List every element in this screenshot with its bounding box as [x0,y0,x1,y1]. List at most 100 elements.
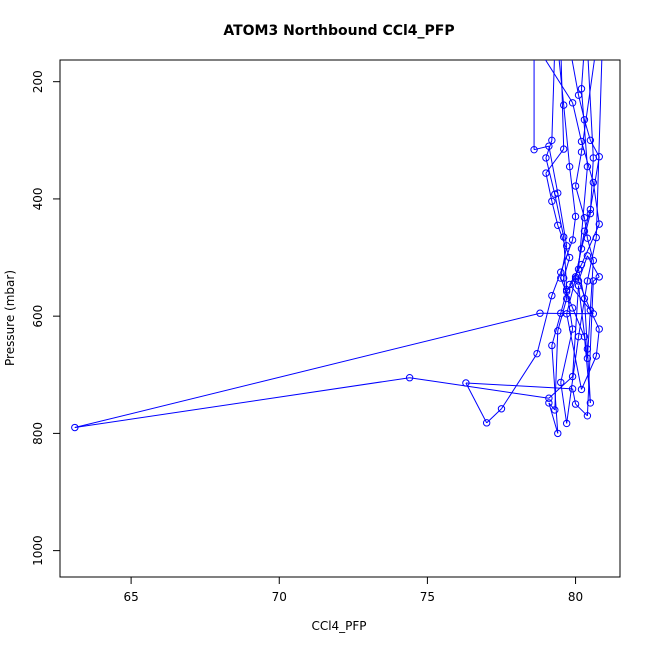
series-line-segment [575,403,588,417]
series-line-segment [566,313,582,390]
data-point [580,116,589,124]
data-point [580,213,589,222]
data-point [592,233,600,242]
data-point [595,220,603,228]
data-point [589,256,598,265]
data-point [568,304,577,312]
data-point [586,209,595,218]
data-point [592,352,600,360]
data-point [557,378,565,387]
data-point [551,406,559,414]
data-point [571,182,580,190]
series-line-segment [595,328,600,357]
data-point [586,205,595,214]
series-line-segment [566,278,577,314]
series-line-segment [560,245,568,279]
data-point [583,252,592,260]
series-group [71,60,603,438]
data-point [586,399,595,407]
y-tick-label: 800 [31,422,45,445]
series-line-segment [551,201,559,226]
data-point [548,197,556,205]
data-point [574,91,583,99]
data-point [554,429,562,438]
data-point [565,162,574,171]
y-tick-label: 200 [31,70,45,93]
data-point [577,85,586,93]
series-line-segment [583,209,591,232]
data-point [583,345,592,353]
data-point [557,274,565,282]
plot-frame [59,59,621,578]
series-line-segment [580,213,591,249]
data-point [568,385,577,393]
data-point [462,379,470,387]
series-line-segment [583,298,588,350]
data-point [551,190,559,198]
data-point [560,101,568,109]
series-line-segment [544,60,574,104]
series-line-segment [586,348,591,403]
data-point [548,291,556,300]
data-point [571,212,580,221]
series-line-segment [551,60,555,141]
data-point [568,372,577,381]
series-line-segment [560,382,568,424]
data-point [548,136,556,145]
series-line-segment [74,312,541,429]
data-point [554,327,562,335]
data-point [545,394,553,402]
x-tick-label: 65 [123,590,138,604]
data-point [583,277,592,285]
series-line-segment [569,166,577,217]
data-point [560,145,568,153]
data-point [586,136,595,145]
data-point [574,277,583,285]
data-point [565,253,574,262]
y-axis-label: Pressure (mbar) [3,270,17,366]
data-point [583,412,592,420]
x-tick-label: 70 [272,590,287,604]
series-line-segment [557,192,568,246]
series-line-segment [563,236,568,290]
data-point [71,423,79,432]
series-line-segment [536,295,553,354]
data-point [482,419,491,427]
series-line-segment [586,237,597,282]
data-point [560,274,568,282]
series-line-segment [578,166,588,270]
series-line-segment [572,102,582,142]
data-point [595,273,603,281]
data-point [557,268,565,276]
series-line-segment [560,328,574,383]
y-tick-label: 1000 [31,535,45,566]
series-line-segment [545,157,556,195]
series-line-segment [548,376,573,399]
data-point [542,154,550,162]
series-line-segment [548,146,559,194]
series-line-segment [558,60,565,106]
data-point [577,385,586,394]
data-point [580,294,589,303]
data-point [545,399,553,407]
series-line-segment [575,151,582,187]
series-line-segment [589,156,600,210]
series-line-segment [545,173,553,202]
x-axis: 65 70 75 80 [123,576,583,604]
data-point [536,309,544,317]
series-line-segment [580,60,584,89]
data-point [577,137,586,146]
data-point [562,310,571,318]
series-line-segment [571,60,580,96]
series-line-segment [572,307,585,337]
series-line-segment [578,280,588,337]
data-point [562,294,571,303]
series-line-segment [554,194,565,238]
x-axis-label: CCl4_PFP [311,619,366,633]
data-point [560,233,568,241]
series-line-segment [548,402,556,411]
data-point [568,236,577,244]
series-line-segment [580,60,595,153]
series-line-segment [592,182,600,225]
data-point [589,178,598,187]
